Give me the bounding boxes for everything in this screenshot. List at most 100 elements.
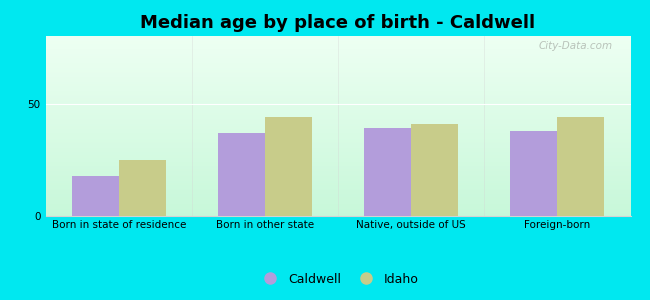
Bar [46,157,630,158]
Bar [46,71,630,72]
Bar [46,60,630,61]
Bar [411,124,458,216]
Bar [119,160,166,216]
Bar [46,173,630,174]
Bar [46,215,630,216]
Bar [46,166,630,167]
Bar [46,96,630,97]
Bar [46,95,630,96]
Bar [46,81,630,82]
Bar [46,151,630,152]
Bar [46,212,630,213]
Bar [46,158,630,159]
Bar [557,117,604,216]
Bar [46,42,630,43]
Bar [265,117,312,216]
Legend: Caldwell, Idaho: Caldwell, Idaho [253,268,423,291]
Bar [46,130,630,131]
Bar [46,197,630,198]
Bar [46,134,630,135]
Bar [46,181,630,182]
Bar [46,146,630,147]
Bar [46,83,630,84]
Bar [46,160,630,161]
Bar [46,87,630,88]
Bar [46,120,630,121]
Bar [46,126,630,127]
Bar [46,169,630,170]
Bar [46,153,630,154]
Bar [46,171,630,172]
Bar [46,124,630,125]
Bar [46,180,630,181]
Bar [46,46,630,47]
Bar [46,88,630,89]
Bar [46,102,630,103]
Bar [46,165,630,166]
Bar [46,190,630,191]
Bar [46,187,630,188]
Bar [46,137,630,138]
Bar [46,53,630,54]
Bar [46,112,630,113]
Bar [46,143,630,144]
Bar [46,182,630,183]
Bar [46,214,630,215]
Bar [46,108,630,109]
Bar [46,111,630,112]
Bar [46,206,630,207]
Bar [46,203,630,204]
Bar [46,191,630,192]
Bar [46,167,630,168]
Bar [46,118,630,119]
Bar [46,97,630,98]
Bar [46,47,630,48]
Bar [46,198,630,199]
Bar [46,184,630,185]
Bar [46,199,630,200]
Bar [46,100,630,101]
Bar [46,117,630,118]
Bar [46,119,630,120]
Bar [46,116,630,117]
Bar [46,98,630,99]
Bar [46,205,630,206]
Bar [46,144,630,145]
Bar [46,149,630,150]
Bar [364,128,411,216]
Bar [46,172,630,173]
Bar [46,43,630,44]
Bar [46,131,630,132]
Bar [46,121,630,122]
Bar [46,127,630,128]
Bar [46,93,630,94]
Bar [46,82,630,83]
Bar [46,204,630,205]
Bar [46,152,630,153]
Bar [46,183,630,184]
Bar [46,202,630,203]
Bar [46,161,630,162]
Bar [46,135,630,136]
Bar [46,70,630,71]
Bar [46,48,630,49]
Bar [46,104,630,105]
Bar [46,125,630,126]
Bar [46,107,630,108]
Bar [46,62,630,63]
Bar [46,106,630,107]
Bar [46,208,630,209]
Bar [46,85,630,86]
Bar [46,99,630,100]
Bar [46,75,630,76]
Bar [46,77,630,78]
Bar [46,92,630,93]
Bar [46,54,630,55]
Bar [46,94,630,95]
Bar [46,174,630,175]
Bar [46,84,630,85]
Bar [46,110,630,111]
Bar [46,178,630,179]
Bar [46,61,630,62]
Bar [46,195,630,196]
